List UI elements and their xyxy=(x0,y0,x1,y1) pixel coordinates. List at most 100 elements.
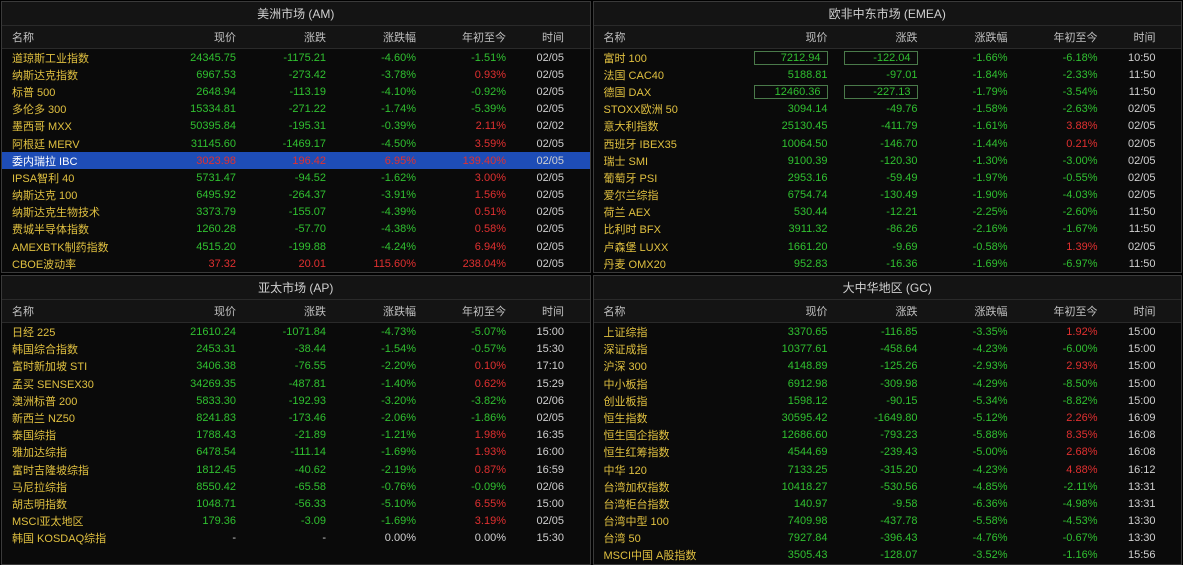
table-row[interactable]: 标普 5002648.94-113.19-4.10%-0.92%02/05 xyxy=(2,83,590,100)
cell-change: -530.56 xyxy=(828,481,918,493)
table-row[interactable]: 创业板指1598.12-90.15-5.34%-8.82%15:00 xyxy=(594,392,1182,409)
table-row[interactable]: 爱尔兰综指6754.74-130.49-1.90%-4.03%02/05 xyxy=(594,187,1182,204)
column-header[interactable]: 涨跌 xyxy=(828,303,918,319)
table-row[interactable]: IPSA智利 405731.47-94.52-1.62%3.00%02/05 xyxy=(2,169,590,186)
column-header[interactable]: 涨跌 xyxy=(828,29,918,45)
column-header[interactable]: 现价 xyxy=(146,29,236,45)
table-row[interactable]: CBOE波动率37.3220.01115.60%238.04%02/05 xyxy=(2,255,590,272)
cell-pct: -3.78% xyxy=(326,69,416,81)
table-row[interactable]: 意大利指数25130.45-411.79-1.61%3.88%02/05 xyxy=(594,118,1182,135)
cell-name: 恒生国企指数 xyxy=(598,427,738,443)
column-header[interactable]: 时间 xyxy=(506,29,574,45)
table-row[interactable]: 韩国综合指数2453.31-38.44-1.54%-0.57%15:30 xyxy=(2,341,590,358)
table-row[interactable]: 台湾加权指数10418.27-530.56-4.85%-2.11%13:31 xyxy=(594,478,1182,495)
column-header[interactable]: 时间 xyxy=(1098,29,1166,45)
table-row[interactable]: 胡志明指数1048.71-56.33-5.10%6.55%15:00 xyxy=(2,495,590,512)
column-header[interactable]: 涨跌 xyxy=(236,29,326,45)
table-row[interactable]: AMEXBTK制药指数4515.20-199.88-4.24%6.94%02/0… xyxy=(2,238,590,255)
table-row[interactable]: 卢森堡 LUXX1661.20-9.69-0.58%1.39%02/05 xyxy=(594,238,1182,255)
column-header[interactable]: 年初至今 xyxy=(1008,29,1098,45)
table-row[interactable]: 富时 1007212.94-122.04-1.66%-6.18%10:50 xyxy=(594,49,1182,66)
table-row[interactable]: 纳斯达克生物技术3373.79-155.07-4.39%0.51%02/05 xyxy=(2,204,590,221)
table-row[interactable]: 费城半导体指数1260.28-57.70-4.38%0.58%02/05 xyxy=(2,221,590,238)
table-row[interactable]: 日经 22521610.24-1071.84-4.73%-5.07%15:00 xyxy=(2,323,590,340)
table-row[interactable]: 台湾中型 1007409.98-437.78-5.58%-4.53%13:30 xyxy=(594,513,1182,530)
cell-change: 196.42 xyxy=(236,155,326,167)
table-row[interactable]: 马尼拉综指8550.42-65.58-0.76%-0.09%02/06 xyxy=(2,478,590,495)
column-header[interactable]: 名称 xyxy=(598,29,738,45)
table-row[interactable]: STOXX欧洲 503094.14-49.76-1.58%-2.63%02/05 xyxy=(594,101,1182,118)
table-row[interactable]: 墨西哥 MXX50395.84-195.31-0.39%2.11%02/02 xyxy=(2,118,590,135)
table-row[interactable]: 孟买 SENSEX3034269.35-487.81-1.40%0.62%15:… xyxy=(2,375,590,392)
table-row[interactable]: 西班牙 IBEX3510064.50-146.70-1.44%0.21%02/0… xyxy=(594,135,1182,152)
table-row[interactable]: 纳斯达克 1006495.92-264.37-3.91%1.56%02/05 xyxy=(2,187,590,204)
table-row[interactable]: MSCI中国 A股指数3505.43-128.07-3.52%-1.16%15:… xyxy=(594,547,1182,564)
cell-name: 沪深 300 xyxy=(598,358,738,374)
table-row[interactable]: 葡萄牙 PSI2953.16-59.49-1.97%-0.55%02/05 xyxy=(594,169,1182,186)
column-header[interactable]: 涨跌幅 xyxy=(918,303,1008,319)
cell-price: 8550.42 xyxy=(146,481,236,493)
table-row[interactable]: 德国 DAX12460.36-227.13-1.79%-3.54%11:50 xyxy=(594,83,1182,100)
table-row[interactable]: 恒生国企指数12686.60-793.23-5.88%8.35%16:08 xyxy=(594,427,1182,444)
cell-pct: 115.60% xyxy=(326,258,416,270)
table-row[interactable]: 瑞士 SMI9100.39-120.30-1.30%-3.00%02/05 xyxy=(594,152,1182,169)
market-grid: 美洲市场 (AM)名称现价涨跌涨跌幅年初至今时间道琼斯工业指数24345.75-… xyxy=(0,0,1183,562)
cell-price: - xyxy=(146,532,236,544)
table-row[interactable]: 上证综指3370.65-116.85-3.35%1.92%15:00 xyxy=(594,323,1182,340)
cell-time: 11:50 xyxy=(1098,206,1166,218)
cell-ytd: 3.19% xyxy=(416,515,506,527)
table-row[interactable]: 丹麦 OMX20952.83-16.36-1.69%-6.97%11:50 xyxy=(594,255,1182,272)
cell-change: -411.79 xyxy=(828,120,918,132)
table-row[interactable]: 台湾 507927.84-396.43-4.76%-0.67%13:30 xyxy=(594,530,1182,547)
column-header[interactable]: 现价 xyxy=(146,303,236,319)
table-row[interactable]: 荷兰 AEX530.44-12.21-2.25%-2.60%11:50 xyxy=(594,204,1182,221)
table-row[interactable]: 沪深 3004148.89-125.26-2.93%2.93%15:00 xyxy=(594,358,1182,375)
column-header[interactable]: 名称 xyxy=(598,303,738,319)
cell-name: 泰国综指 xyxy=(6,427,146,443)
column-header[interactable]: 名称 xyxy=(6,29,146,45)
column-header[interactable]: 涨跌幅 xyxy=(918,29,1008,45)
cell-time: 15:00 xyxy=(506,326,574,338)
table-row[interactable]: 新西兰 NZ508241.83-173.46-2.06%-1.86%02/05 xyxy=(2,409,590,426)
table-row[interactable]: 道琼斯工业指数24345.75-1175.21-4.60%-1.51%02/05 xyxy=(2,49,590,66)
cell-pct: -1.62% xyxy=(326,172,416,184)
table-row[interactable]: 恒生红筹指数4544.69-239.43-5.00%2.68%16:08 xyxy=(594,444,1182,461)
table-row[interactable]: 中小板指6912.98-309.98-4.29%-8.50%15:00 xyxy=(594,375,1182,392)
column-header[interactable]: 时间 xyxy=(1098,303,1166,319)
cell-time: 13:31 xyxy=(1098,481,1166,493)
table-row[interactable]: 澳洲标普 2005833.30-192.93-3.20%-3.82%02/06 xyxy=(2,392,590,409)
column-header[interactable]: 时间 xyxy=(506,303,574,319)
cell-pct: -4.29% xyxy=(918,378,1008,390)
table-row[interactable]: 深证成指10377.61-458.64-4.23%-6.00%15:00 xyxy=(594,341,1182,358)
column-header[interactable]: 年初至今 xyxy=(1008,303,1098,319)
table-row[interactable]: 委内瑞拉 IBC3023.98196.426.95%139.40%02/05 xyxy=(2,152,590,169)
table-row[interactable]: 台湾柜台指数140.97-9.58-6.36%-4.98%13:31 xyxy=(594,495,1182,512)
table-row[interactable]: 阿根廷 MERV31145.60-1469.17-4.50%3.59%02/05 xyxy=(2,135,590,152)
column-header[interactable]: 名称 xyxy=(6,303,146,319)
column-header[interactable]: 涨跌幅 xyxy=(326,303,416,319)
column-header[interactable]: 年初至今 xyxy=(416,303,506,319)
table-row[interactable]: 富时吉隆坡综指1812.45-40.62-2.19%0.87%16:59 xyxy=(2,461,590,478)
table-row[interactable]: 多伦多 30015334.81-271.22-1.74%-5.39%02/05 xyxy=(2,101,590,118)
cell-name: 葡萄牙 PSI xyxy=(598,170,738,186)
cell-time: 02/05 xyxy=(1098,120,1166,132)
column-header[interactable]: 涨跌 xyxy=(236,303,326,319)
cell-name: 荷兰 AEX xyxy=(598,204,738,220)
table-row[interactable]: 富时新加坡 STI3406.38-76.55-2.20%0.10%17:10 xyxy=(2,358,590,375)
column-header[interactable]: 涨跌幅 xyxy=(326,29,416,45)
cell-time: 11:50 xyxy=(1098,258,1166,270)
table-row[interactable]: 纳斯达克指数6967.53-273.42-3.78%0.93%02/05 xyxy=(2,66,590,83)
cell-time: 02/05 xyxy=(506,52,574,64)
column-header[interactable]: 年初至今 xyxy=(416,29,506,45)
column-header[interactable]: 现价 xyxy=(738,29,828,45)
table-row[interactable]: 雅加达综指6478.54-111.14-1.69%1.93%16:00 xyxy=(2,444,590,461)
column-header[interactable]: 现价 xyxy=(738,303,828,319)
table-row[interactable]: MSCI亚太地区179.36-3.09-1.69%3.19%02/05 xyxy=(2,513,590,530)
table-row[interactable]: 法国 CAC405188.81-97.01-1.84%-2.33%11:50 xyxy=(594,66,1182,83)
table-row[interactable]: 中华 1207133.25-315.20-4.23%4.88%16:12 xyxy=(594,461,1182,478)
table-row[interactable]: 韩国 KOSDAQ综指--0.00%0.00%15:30 xyxy=(2,530,590,547)
table-row[interactable]: 恒生指数30595.42-1649.80-5.12%2.26%16:09 xyxy=(594,409,1182,426)
table-row[interactable]: 比利时 BFX3911.32-86.26-2.16%-1.67%11:50 xyxy=(594,221,1182,238)
cell-time: 11:50 xyxy=(1098,86,1166,98)
table-row[interactable]: 泰国综指1788.43-21.89-1.21%1.98%16:35 xyxy=(2,427,590,444)
